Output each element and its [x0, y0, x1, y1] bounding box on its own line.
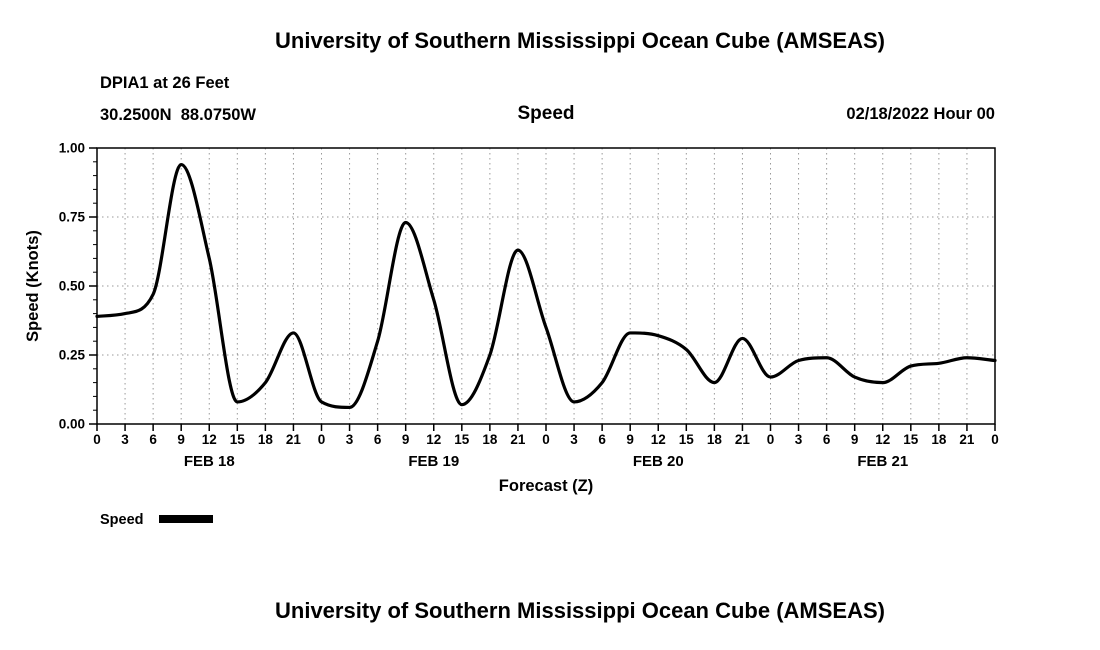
day-label: FEB 21: [857, 453, 908, 470]
x-tick-label: 18: [482, 432, 498, 447]
x-tick-label: 15: [230, 432, 246, 447]
x-tick-label: 9: [626, 432, 634, 447]
x-tick-label: 12: [202, 432, 217, 447]
legend-swatch: [159, 515, 213, 523]
grid-lines: [97, 148, 995, 424]
page-title-top: University of Southern Mississippi Ocean…: [275, 28, 885, 53]
x-tick-label: 0: [542, 432, 550, 447]
x-tick-label: 0: [93, 432, 101, 447]
x-tick-label: 12: [875, 432, 890, 447]
x-tick-label: 18: [931, 432, 947, 447]
x-tick-label: 3: [346, 432, 354, 447]
legend-label: Speed: [100, 512, 144, 528]
y-tick-label: 1.00: [59, 141, 85, 156]
day-label: FEB 20: [633, 453, 684, 470]
x-tick-label: 18: [258, 432, 274, 447]
x-tick-label: 21: [510, 432, 526, 447]
x-tick-label: 0: [991, 432, 999, 447]
x-tick-label: 12: [426, 432, 441, 447]
x-tick-label: 6: [598, 432, 606, 447]
x-tick-labels: 0 3 6 9 12 15 18 21 0 3 6 9 12 15 18 21 0 3 6 9 12 15 18 21 0 3 6 9…: [93, 432, 999, 447]
y-tick-label: 0.75: [59, 210, 86, 225]
x-tick-label: 21: [735, 432, 751, 447]
x-tick-label: 3: [121, 432, 129, 447]
x-tick-label: 6: [374, 432, 382, 447]
station-label: DPIA1 at 26 Feet: [100, 74, 230, 92]
x-tick-label: 9: [402, 432, 410, 447]
x-tick-label: 9: [177, 432, 185, 447]
axis-ticks: [89, 147, 996, 431]
page-title-bottom: University of Southern Mississippi Ocean…: [275, 598, 885, 623]
x-tick-label: 21: [959, 432, 975, 447]
x-tick-label: 15: [903, 432, 919, 447]
x-tick-label: 3: [570, 432, 578, 447]
plot-title: Speed: [517, 103, 574, 124]
speed-line: [95, 162, 997, 410]
x-tick-label: 21: [286, 432, 302, 447]
x-tick-label: 15: [454, 432, 470, 447]
x-tick-label: 3: [795, 432, 803, 447]
x-tick-label: 12: [651, 432, 666, 447]
x-tick-label: 6: [823, 432, 831, 447]
x-tick-label: 0: [318, 432, 326, 447]
day-labels: FEB 18 FEB 19 FEB 20 FEB 21: [184, 453, 908, 470]
x-tick-label: 9: [851, 432, 859, 447]
y-tick-labels: 0.00 0.25 0.50 0.75 1.00: [59, 141, 86, 432]
y-tick-label: 0.00: [59, 417, 85, 432]
x-axis-label: Forecast (Z): [499, 477, 593, 495]
day-label: FEB 19: [408, 453, 459, 470]
run-date-label: 02/18/2022 Hour 00: [846, 105, 995, 123]
y-tick-label: 0.50: [59, 279, 85, 294]
x-tick-label: 15: [679, 432, 695, 447]
x-tick-label: 18: [707, 432, 723, 447]
y-axis-label: Speed (Knots): [24, 230, 42, 342]
x-tick-label: 0: [767, 432, 775, 447]
coords-label: 30.2500N 88.0750W: [100, 106, 256, 124]
plot-frame: [96, 147, 996, 425]
x-tick-label: 6: [149, 432, 157, 447]
day-label: FEB 18: [184, 453, 235, 470]
y-tick-label: 0.25: [59, 348, 86, 363]
